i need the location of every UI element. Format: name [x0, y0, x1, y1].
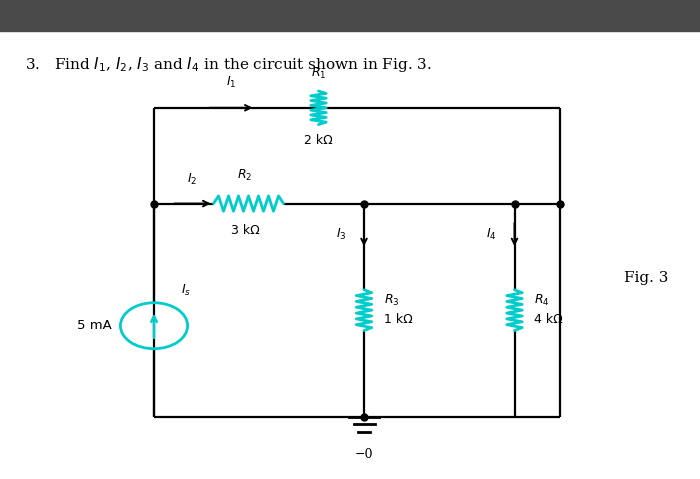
Text: 3 kΩ: 3 kΩ	[230, 224, 260, 237]
Text: 1 kΩ: 1 kΩ	[384, 313, 412, 326]
Text: $I_4$: $I_4$	[486, 227, 497, 242]
Text: $R_4$: $R_4$	[534, 293, 550, 308]
Text: $I_2$: $I_2$	[188, 171, 197, 187]
Text: $I_s$: $I_s$	[181, 283, 190, 298]
Text: 4 kΩ: 4 kΩ	[534, 313, 563, 326]
Text: −0: −0	[355, 448, 373, 461]
Text: $I_1$: $I_1$	[226, 74, 236, 90]
Text: 2 kΩ: 2 kΩ	[304, 134, 333, 147]
Text: Fig. 3: Fig. 3	[624, 271, 668, 285]
Text: 5 mA: 5 mA	[77, 319, 112, 332]
Bar	[0, 0, 700, 31]
Text: $R_2$: $R_2$	[237, 168, 253, 183]
Text: $I_3$: $I_3$	[336, 227, 346, 242]
Text: 3.   Find $I_1$, $I_2$, $I_3$ and $I_4$ in the circuit shown in Fig. 3.: 3. Find $I_1$, $I_2$, $I_3$ and $I_4$ in…	[25, 55, 431, 74]
Text: $R_3$: $R_3$	[384, 293, 399, 308]
Text: $R_1$: $R_1$	[311, 66, 326, 81]
